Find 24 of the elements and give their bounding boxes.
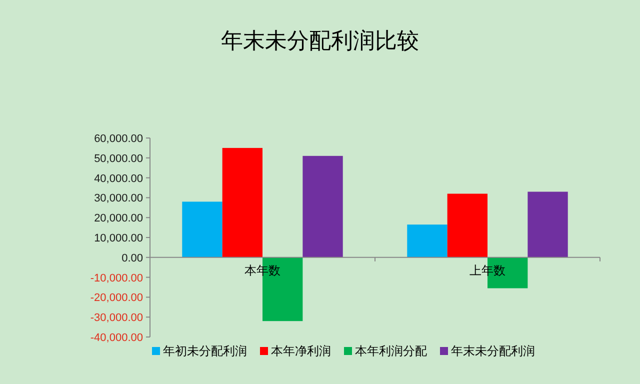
y-tick-label: 10,000.00: [94, 232, 143, 244]
y-tick-label: 30,000.00: [94, 192, 143, 205]
y-tick-label: -30,000.00: [90, 312, 143, 324]
bar: [447, 194, 488, 258]
chart-title: 年末未分配利润比较: [221, 28, 419, 53]
bar: [407, 224, 448, 258]
y-tick-label: -10,000.00: [90, 272, 143, 284]
x-tick-label: 本年数: [244, 263, 280, 278]
y-tick-label: 60,000.00: [94, 133, 143, 145]
y-tick-label: 50,000.00: [94, 152, 143, 165]
bar: [302, 156, 343, 258]
y-tick-label: -20,000.00: [90, 292, 143, 304]
legend-label: 年末未分配利润: [451, 344, 535, 358]
y-tick-label: 0.00: [122, 252, 143, 264]
bar: [528, 192, 568, 258]
bar: [222, 148, 262, 258]
legend-label: 本年利润分配: [355, 344, 427, 358]
y-tick-label: -40,000.00: [90, 332, 143, 344]
bar: [182, 202, 222, 258]
y-tick-label: 20,000.00: [94, 212, 143, 225]
legend-label: 本年净利润: [271, 344, 331, 358]
legend-label: 年初未分配利润: [163, 344, 247, 358]
y-tick-label: 40,000.00: [94, 172, 143, 185]
x-tick-label: 上年数: [470, 263, 506, 278]
